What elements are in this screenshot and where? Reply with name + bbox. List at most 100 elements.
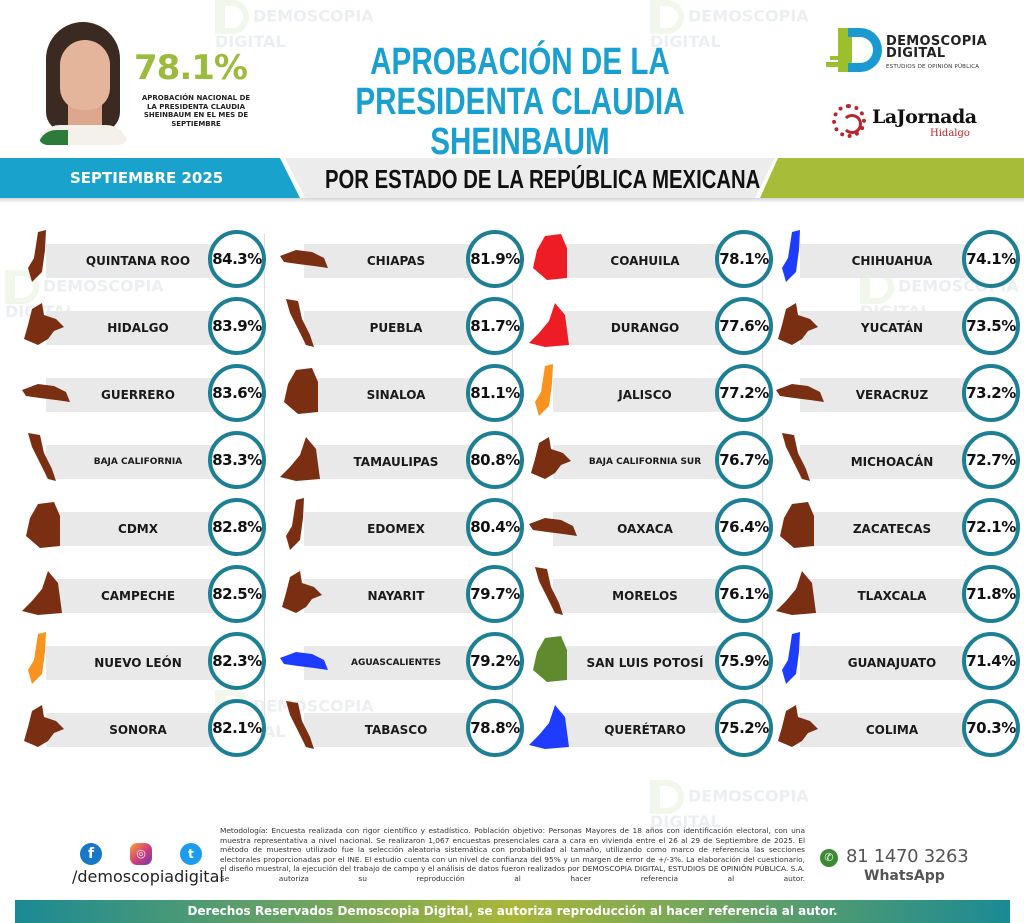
approval-circle: 78.8% [466, 699, 524, 757]
state-name: PUEBLA [369, 321, 423, 335]
label-bar [553, 512, 733, 546]
state-map-icon [282, 571, 322, 613]
state-map-icon [529, 518, 577, 536]
label-bar [304, 311, 484, 345]
label-bar [800, 445, 980, 479]
approval-circle: 78.1% [715, 230, 773, 288]
approval-value: 82.1% [212, 719, 262, 737]
approval-circle: 83.9% [208, 297, 266, 355]
approval-circle: 83.6% [208, 364, 266, 422]
label-bar [553, 378, 733, 412]
state-name: CDMX [118, 522, 158, 536]
state-name: GUANAJUATO [847, 656, 937, 670]
state-name: NUEVO LEÓN [94, 656, 182, 670]
band-subtitle: POR ESTADO DE LA REPÚBLICA MEXICANA [325, 164, 761, 194]
demoscopia-digital-logo: DEMOSCOPIA DIGITAL ESTUDIOS DE OPINIÓN PÚ… [826, 28, 987, 74]
approval-value: 77.2% [719, 384, 769, 402]
approval-value: 76.1% [719, 585, 769, 603]
state-name: CHIAPAS [366, 254, 426, 268]
state-row: GUANAJUATO 71.4% [772, 628, 1022, 690]
state-map-icon [778, 303, 818, 345]
label-bar [46, 713, 226, 747]
approval-value: 81.9% [470, 250, 520, 268]
approval-value: 76.4% [719, 518, 769, 536]
label-bar [46, 445, 226, 479]
page-title: APROBACIÓN DE LA PRESIDENTA CLAUDIA SHEI… [313, 42, 726, 162]
state-name: SAN LUIS POTOSÍ [586, 656, 704, 670]
state-map-icon [529, 705, 569, 749]
state-row: CDMX 82.8% [18, 494, 268, 556]
approval-value: 70.3% [966, 719, 1016, 737]
approval-value: 82.5% [212, 585, 262, 603]
state-row: OAXACA 76.4% [525, 494, 775, 556]
approval-circle: 75.9% [715, 632, 773, 690]
state-map-icon [778, 705, 818, 747]
state-name: DURANGO [610, 321, 680, 335]
state-map-icon [22, 384, 70, 402]
label-bar [304, 646, 484, 680]
approval-circle: 79.7% [466, 565, 524, 623]
approval-circle: 81.7% [466, 297, 524, 355]
title-line-1: APROBACIÓN DE LA [370, 41, 670, 83]
label-bar [304, 445, 484, 479]
state-map-icon [28, 230, 46, 282]
state-map-icon [28, 433, 56, 481]
state-name: MORELOS [612, 589, 678, 603]
approval-value: 72.7% [966, 451, 1016, 469]
state-row: NUEVO LEÓN 82.3% [18, 628, 268, 690]
state-name: TABASCO [364, 723, 428, 737]
sun-icon [832, 104, 866, 138]
state-map-icon [22, 571, 62, 615]
label-bar [553, 713, 733, 747]
state-map-icon [280, 250, 328, 268]
facebook-icon[interactable]: f [80, 843, 102, 865]
label-bar [553, 445, 733, 479]
state-row: TAMAULIPAS 80.8% [276, 427, 526, 489]
state-row: TABASCO 78.8% [276, 695, 526, 757]
approval-circle: 71.4% [962, 632, 1020, 690]
state-map-icon [286, 701, 314, 749]
approval-value: 74.1% [966, 250, 1016, 268]
state-name: QUERÉTARO [604, 723, 686, 737]
label-bar [46, 244, 226, 278]
state-row: VERACRUZ 73.2% [772, 360, 1022, 422]
approval-value: 82.3% [212, 652, 262, 670]
state-name: BAJA CALIFORNIA [93, 457, 183, 467]
approval-circle: 74.1% [962, 230, 1020, 288]
state-map-icon [533, 636, 567, 682]
approval-circle: 76.4% [715, 498, 773, 556]
state-row: EDOMEX 80.4% [276, 494, 526, 556]
state-row: CAMPECHE 82.5% [18, 561, 268, 623]
label-bar [553, 646, 733, 680]
approval-value: 79.2% [470, 652, 520, 670]
state-map-icon [776, 571, 816, 615]
approval-value: 76.7% [719, 451, 769, 469]
state-name: EDOMEX [367, 522, 425, 536]
state-name: OAXACA [617, 522, 673, 536]
state-map-icon [780, 502, 814, 548]
state-row: JALISCO 77.2% [525, 360, 775, 422]
state-row: QUINTANA ROO 84.3% [18, 226, 268, 288]
approval-value: 71.4% [966, 652, 1016, 670]
approval-value: 72.1% [966, 518, 1016, 536]
state-map-icon [280, 437, 320, 481]
approval-value: 71.8% [966, 585, 1016, 603]
label-bar [46, 512, 226, 546]
approval-circle: 79.2% [466, 632, 524, 690]
state-row: CHIHUAHUA 74.1% [772, 226, 1022, 288]
state-map-icon [782, 632, 800, 684]
twitter-icon[interactable]: t [180, 843, 202, 865]
approval-value: 83.9% [212, 317, 262, 335]
instagram-icon[interactable]: ◎ [130, 843, 152, 865]
column-divider [762, 234, 763, 739]
approval-circle: 80.4% [466, 498, 524, 556]
approval-circle: 76.1% [715, 565, 773, 623]
state-map-icon [280, 652, 328, 670]
state-map-icon [531, 437, 571, 479]
state-map-icon [24, 705, 64, 747]
label-bar [304, 512, 484, 546]
state-row: YUCATÁN 73.5% [772, 293, 1022, 355]
column-3: COAHUILA 78.1% DURANGO 77.6% JALISCO 77.2% BAJ… [525, 226, 775, 766]
approval-value: 81.1% [470, 384, 520, 402]
